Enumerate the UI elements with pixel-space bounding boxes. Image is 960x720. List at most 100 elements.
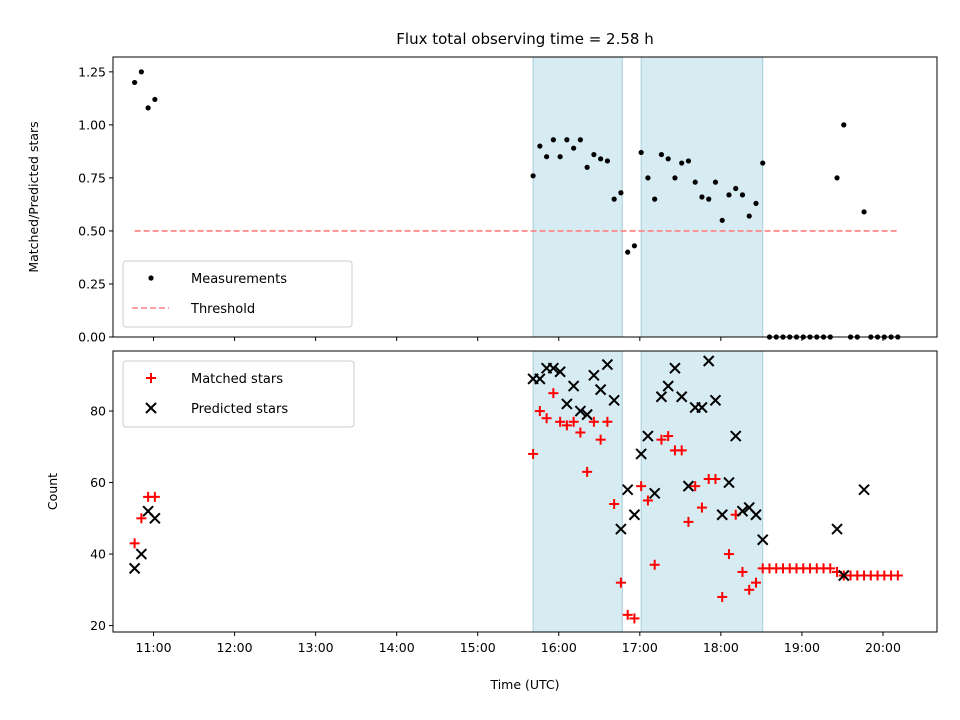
y-tick-label: 0.50 (78, 223, 106, 238)
predicted-stars-point-b (142, 505, 154, 517)
predicted-stars-point-b (696, 401, 708, 414)
y-tick-label: 80 (90, 404, 106, 419)
predicted-stars-point (730, 430, 742, 442)
legend-box (122, 360, 355, 428)
predicted-stars-point (608, 394, 620, 407)
predicted-stars-point-b (723, 476, 735, 489)
predicted-stars-point (642, 430, 654, 442)
predicted-stars-point-b (567, 380, 580, 392)
predicted-stars-point (682, 480, 695, 492)
matched-stars-point (575, 427, 586, 438)
matched-stars-point (744, 584, 755, 595)
y-tick-label: 1.00 (78, 117, 106, 132)
x-tick-label: 13:00 (298, 640, 334, 655)
predicted-stars-point (648, 487, 661, 499)
predicted-stars-point-b (588, 369, 600, 382)
legend-label: Matched stars (191, 372, 283, 387)
measurement-point (557, 154, 563, 160)
measurement-point (604, 158, 611, 164)
predicted-stars-point (709, 394, 722, 407)
matched-stars-point (568, 416, 579, 427)
predicted-stars-point-b (838, 569, 850, 582)
measurement-point (652, 196, 658, 202)
matched-stars-point (825, 563, 836, 574)
predicted-stars-point (554, 366, 566, 378)
measurement-point (760, 160, 766, 166)
predicted-stars-point-b (135, 548, 148, 560)
predicted-stars-point-b (561, 398, 573, 410)
predicted-stars-point (567, 380, 580, 392)
legend-label: Predicted stars (191, 402, 288, 417)
legend-measurement-swatch (148, 275, 154, 281)
predicted-stars-point (635, 448, 647, 460)
predicted-stars-point-b (730, 430, 742, 442)
matched-stars-point (717, 591, 728, 602)
chart-title: Flux total observing time = 2.58 h (396, 30, 653, 48)
predicted-stars-point-b (675, 391, 688, 403)
predicted-stars-point (621, 484, 634, 496)
measurement-point (841, 122, 847, 128)
matched-stars-point (602, 416, 613, 427)
predicted-stars-point-b (716, 509, 728, 521)
matched-stars-point (642, 495, 653, 506)
measurement-point (733, 185, 739, 192)
measurement-point (679, 160, 685, 166)
predicted-stars-point-b (682, 480, 695, 492)
predicted-stars-point (149, 512, 161, 525)
measurement-point (719, 217, 725, 223)
matched-stars-point (561, 420, 572, 431)
matched-stars-point (636, 481, 647, 492)
predicted-stars-point (838, 569, 850, 582)
matched-stars-point (588, 416, 599, 427)
predicted-stars-point-b (574, 405, 587, 417)
measurement-point (591, 151, 597, 158)
measurement-point (577, 137, 583, 143)
predicted-stars-point (750, 509, 762, 521)
x-tick-label: 16:00 (541, 640, 577, 655)
y-axis-label: Matched/Predicted stars (26, 121, 41, 272)
predicted-stars-point-b (615, 523, 627, 535)
measurement-point (658, 151, 665, 158)
predicted-stars-point-b (703, 355, 715, 367)
predicted-stars-point-b (669, 362, 681, 374)
predicted-stars-point-b (608, 394, 620, 407)
chart-panel-1: 0.00 0.25 0.50 0.75 1.00 1.25 Flux total obser… (26, 30, 938, 345)
predicted-stars-point-b (601, 358, 614, 371)
predicted-stars-point (135, 548, 148, 560)
predicted-stars-point-b (534, 373, 546, 385)
predicted-stars-point-b (621, 484, 634, 496)
y-tick-label: 60 (90, 475, 106, 490)
x-tick-label: 20:00 (865, 640, 901, 655)
axes-frame (112, 56, 938, 338)
x-tick-label: 18:00 (703, 640, 739, 655)
matched-stars-point (548, 388, 559, 399)
matched-stars-point (629, 613, 640, 624)
matched-stars-point (683, 516, 694, 527)
measurement-point (834, 175, 840, 181)
matched-stars-point (541, 413, 552, 424)
predicted-stars-point-b (736, 505, 749, 517)
measurement-point (530, 173, 536, 179)
measurement-point (537, 143, 543, 149)
matched-stars-point (582, 466, 593, 477)
predicted-stars-point-b (594, 383, 607, 396)
predicted-stars-point-b (648, 487, 661, 499)
matched-stars-point (534, 406, 545, 417)
measurement-point (550, 137, 556, 143)
predicted-stars-point-b (655, 391, 668, 403)
x-tick-label: 15:00 (460, 640, 496, 655)
measurement-point (138, 69, 144, 75)
observing-span (532, 350, 623, 633)
measurement-point (739, 192, 746, 198)
predicted-stars-point (655, 391, 668, 403)
matched-stars-point (622, 609, 633, 620)
x-tick-label: 12:00 (217, 640, 253, 655)
predicted-stars-point (858, 484, 870, 496)
predicted-stars-point-b (628, 509, 641, 521)
measurement-point (699, 194, 705, 200)
y-tick-label: 0.25 (78, 276, 106, 291)
matched-stars-point (649, 559, 660, 570)
matched-stars-point (555, 416, 566, 427)
predicted-stars-point (716, 509, 728, 521)
measurement-point (625, 249, 631, 255)
